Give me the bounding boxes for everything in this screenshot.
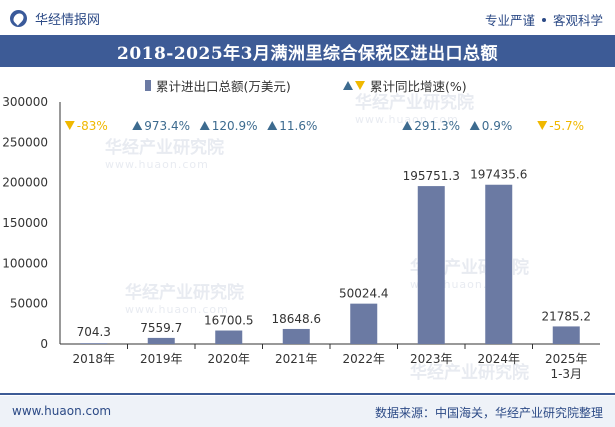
footer-divider bbox=[0, 393, 615, 395]
bar-value-label: 197435.6 bbox=[470, 168, 527, 182]
growth-value-label: 291.3% bbox=[414, 119, 460, 133]
bar-value-label: 195751.3 bbox=[403, 169, 460, 183]
footer-source: 数据来源：中国海关，华经产业研究院整理 bbox=[374, 406, 603, 420]
bar-chart: 0 50000 100000 150000 200000 250000 300000 2018… bbox=[2, 95, 600, 381]
slogan-right: 客观科学 bbox=[552, 13, 603, 28]
y-tick-label: 200000 bbox=[2, 176, 48, 190]
growth-value-label: 973.4% bbox=[144, 119, 190, 133]
x-tick-label: 2024年 bbox=[477, 352, 520, 366]
top-bar: 华经情报网 专业严谨 客观科学 bbox=[0, 0, 615, 34]
bar-value-label: 18648.6 bbox=[271, 312, 321, 326]
bar bbox=[282, 328, 310, 344]
legend-label-total: 累计进出口总额(万美元) bbox=[156, 79, 291, 94]
slogan-dot-icon bbox=[541, 17, 546, 22]
x-tick-label: 2025年 bbox=[545, 352, 588, 366]
x-tick-label: 2023年 bbox=[410, 352, 453, 366]
growth-value-label: 120.9% bbox=[212, 119, 258, 133]
slogan: 专业严谨 客观科学 bbox=[485, 10, 603, 29]
growth-up-triangle-icon bbox=[132, 121, 143, 130]
legend-label-growth: 累计同比增速(%) bbox=[370, 79, 467, 94]
legend-bar-swatch-icon bbox=[145, 80, 151, 91]
growth-up-triangle-icon bbox=[199, 121, 210, 130]
legend-triangle-icon bbox=[343, 81, 365, 90]
brand-name: 华经情报网 bbox=[35, 13, 101, 28]
bar-value-label: 16700.5 bbox=[204, 314, 254, 328]
bar-value-label: 21785.2 bbox=[541, 309, 591, 323]
legend-item-growth: 累计同比增速(%) bbox=[343, 76, 467, 95]
growth-value-label: 0.9% bbox=[482, 119, 513, 133]
y-tick-label: 0 bbox=[40, 337, 48, 351]
x-tick-label: 2021年 bbox=[275, 352, 318, 366]
slogan-left: 专业严谨 bbox=[484, 13, 535, 28]
brand-logo[interactable]: 华经情报网 bbox=[10, 9, 100, 28]
footer: www.huaon.com 数据来源：中国海关，华经产业研究院整理 bbox=[0, 396, 615, 427]
footer-url[interactable]: www.huaon.com bbox=[12, 404, 112, 418]
bar bbox=[80, 343, 108, 344]
chart-legend: 累计进出口总额(万美元) 累计同比增速(%) bbox=[0, 76, 615, 94]
y-tick-label: 300000 bbox=[2, 95, 48, 109]
chart-title: 2018-2025年3月满洲里综合保税区进出口总额 bbox=[116, 43, 498, 64]
bar bbox=[485, 184, 513, 344]
y-tick-label: 250000 bbox=[2, 135, 48, 149]
x-tick-label: 1-3月 bbox=[550, 367, 582, 381]
y-tick-label: 150000 bbox=[2, 216, 48, 230]
growth-up-triangle-icon bbox=[267, 121, 278, 130]
title-bar: 2018-2025年3月满洲里综合保税区进出口总额 bbox=[0, 35, 615, 67]
x-tick-label: 2018年 bbox=[72, 352, 115, 366]
x-tick-label: 2022年 bbox=[342, 352, 385, 366]
growth-up-triangle-icon bbox=[402, 121, 413, 130]
bar-value-label: 704.3 bbox=[77, 325, 111, 339]
growth-value-label: -5.7% bbox=[549, 119, 584, 133]
bar bbox=[147, 337, 175, 344]
x-tick-label: 2020年 bbox=[207, 352, 250, 366]
growth-down-triangle-icon bbox=[537, 121, 548, 130]
growth-value-label: -83% bbox=[77, 119, 108, 133]
y-tick-label: 100000 bbox=[2, 256, 48, 270]
bar bbox=[350, 303, 378, 344]
bar-value-label: 7559.7 bbox=[140, 321, 182, 335]
bar-value-label: 50024.4 bbox=[339, 287, 389, 301]
legend-item-total: 累计进出口总额(万美元) bbox=[145, 76, 291, 95]
growth-down-triangle-icon bbox=[64, 121, 75, 130]
x-tick-label: 2019年 bbox=[140, 352, 183, 366]
logo-icon bbox=[10, 10, 27, 27]
growth-value-label: 11.6% bbox=[279, 119, 317, 133]
y-tick-label: 50000 bbox=[10, 297, 48, 311]
bar bbox=[215, 330, 243, 344]
bar bbox=[552, 326, 580, 344]
bar bbox=[417, 186, 445, 344]
growth-up-triangle-icon bbox=[469, 121, 480, 130]
